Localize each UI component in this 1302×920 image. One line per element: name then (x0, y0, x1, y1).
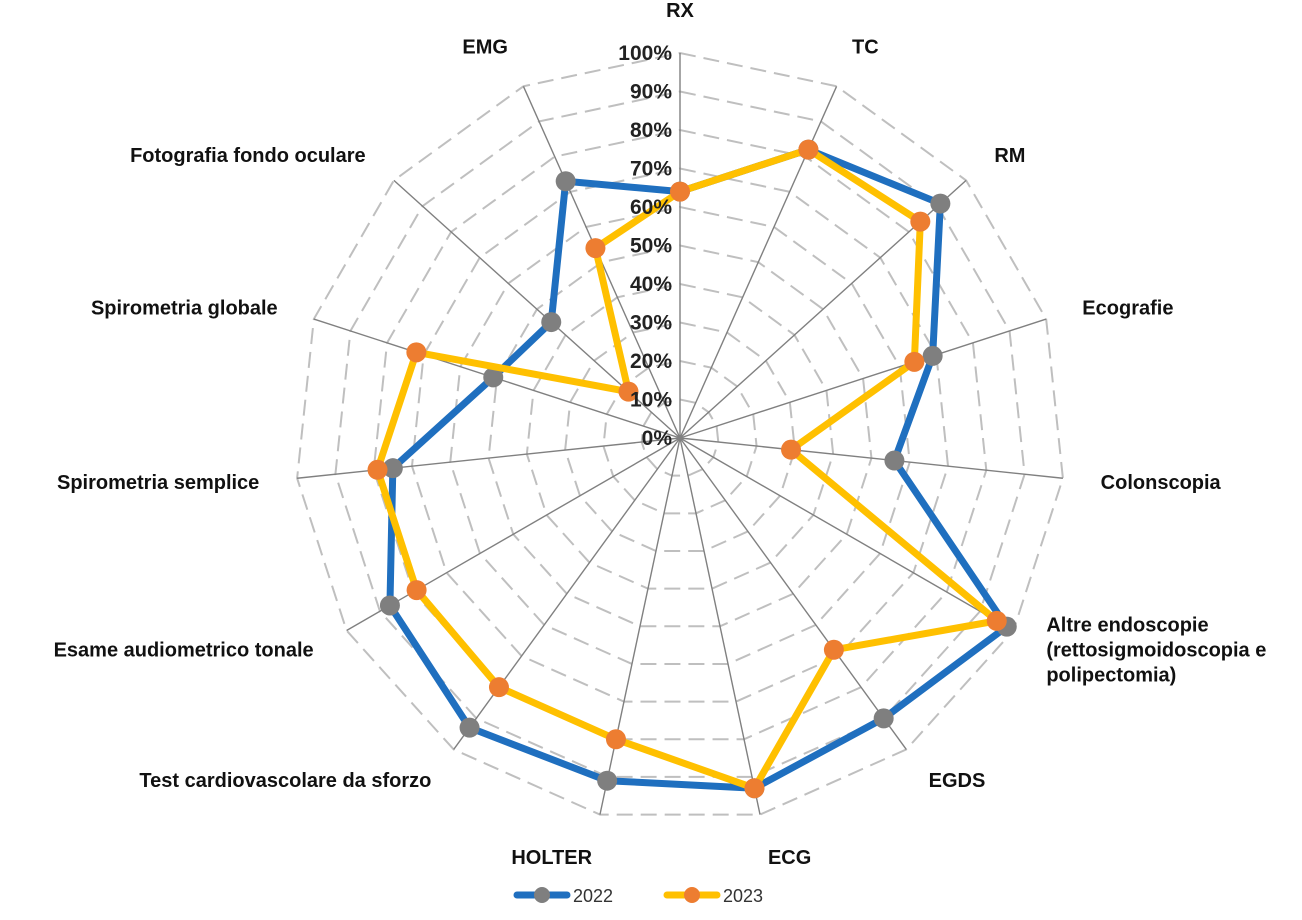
category-label: TC (852, 37, 879, 59)
grid-ring-60 (449, 205, 911, 665)
grid-ring-40 (525, 282, 835, 590)
tick-label: 90% (630, 81, 672, 104)
radar-category-labels: RX TC RM Ecografie Colonscopia Altre endoscop… (54, 0, 1267, 869)
legend-item-2022: 2022 (513, 886, 613, 906)
series-2022-point (483, 367, 504, 388)
category-label: ECG (768, 847, 811, 869)
series-2023-point (986, 610, 1007, 631)
category-label: Spirometria globale (91, 297, 278, 319)
tick-label: 70% (630, 158, 672, 181)
series-2023-point (406, 580, 427, 601)
category-label: Esame audiometrico tonale (54, 640, 314, 662)
category-label: EMG (462, 37, 508, 59)
series-2022-point (379, 595, 400, 616)
grid-ring-70 (410, 167, 950, 703)
tick-label: 30% (630, 312, 672, 335)
category-label: Ecografie (1082, 297, 1173, 319)
tick-label: 0% (642, 427, 673, 450)
axis-spoke (453, 437, 681, 750)
grid-ring-10 (640, 398, 720, 477)
series-2023-point (798, 139, 819, 160)
axis-spoke (346, 437, 681, 632)
series-2023-point (670, 181, 690, 202)
radar-series-layer (367, 139, 1017, 799)
tick-label: 60% (630, 196, 672, 219)
category-label: Colonscopia (1101, 472, 1222, 494)
series-2023-point (618, 381, 639, 402)
axis-spoke (679, 318, 1047, 439)
series-2023-point (488, 677, 509, 698)
axis-spoke (679, 437, 1014, 632)
series-2022-point (922, 345, 943, 366)
axis-spoke (679, 437, 1063, 479)
legend-label: 2023 (723, 886, 763, 906)
tick-label: 100% (618, 42, 672, 65)
grid-ring-50 (487, 244, 873, 628)
legend-swatch-marker (684, 887, 700, 903)
tick-label: 20% (630, 350, 672, 373)
category-label: Spirometria semplice (57, 472, 259, 494)
series-2022-point (597, 770, 618, 791)
category-label: RM (994, 145, 1025, 167)
tick-label: 40% (630, 273, 672, 296)
grid-ring-100 (296, 51, 1064, 816)
category-label: Test cardiovascolare da sforzo (139, 770, 431, 792)
series-2023-point (605, 729, 626, 750)
axis-spoke (599, 437, 681, 815)
series-2023-point (781, 439, 802, 460)
grid-ring-90 (334, 90, 1026, 778)
axis-spoke (679, 437, 761, 815)
axis-spoke (297, 437, 681, 479)
series-2023-point (823, 639, 844, 660)
series-2023 (367, 139, 1007, 799)
grid-ring-20 (602, 359, 758, 515)
legend-label: 2022 (573, 886, 613, 906)
series-2023-point (910, 211, 931, 232)
series-2023-point (585, 238, 606, 259)
legend: 2022 2023 (513, 886, 763, 906)
axis-spoke (679, 437, 907, 750)
category-label: EGDS (929, 770, 986, 792)
series-2023-point (367, 459, 388, 480)
tick-label: 50% (630, 235, 672, 258)
tick-label: 80% (630, 119, 672, 142)
series-2023-point (904, 351, 925, 372)
legend-swatch-marker (534, 887, 550, 903)
legend-item-2023: 2023 (663, 886, 763, 906)
series-2022-point (555, 171, 576, 192)
radar-tick-labels: 0% 10% 20% 30% 40% 50% 60% 70% 80% 90% 100% (618, 42, 672, 450)
radar-grid (296, 51, 1064, 816)
tick-label: 10% (630, 389, 672, 412)
series-2022-point (541, 312, 562, 333)
series-2023-point (406, 342, 427, 363)
series-2022-point (884, 450, 905, 471)
series-2022-point (930, 193, 951, 214)
grid-ring-80 (372, 128, 988, 741)
category-label: RX (666, 0, 694, 22)
axis-spoke (679, 86, 838, 439)
series-2022-point (459, 717, 480, 738)
series-2022-line (386, 146, 1011, 792)
series-2022-point (873, 708, 894, 729)
category-label: Altre endoscopie (rettosigmoidoscopia e po… (1046, 615, 1266, 687)
category-label: HOLTER (511, 847, 592, 869)
series-2023-point (744, 778, 765, 799)
series-2022-point (382, 458, 403, 479)
series-2023-line (374, 146, 1001, 792)
category-label: Fotografia fondo oculare (130, 145, 366, 167)
